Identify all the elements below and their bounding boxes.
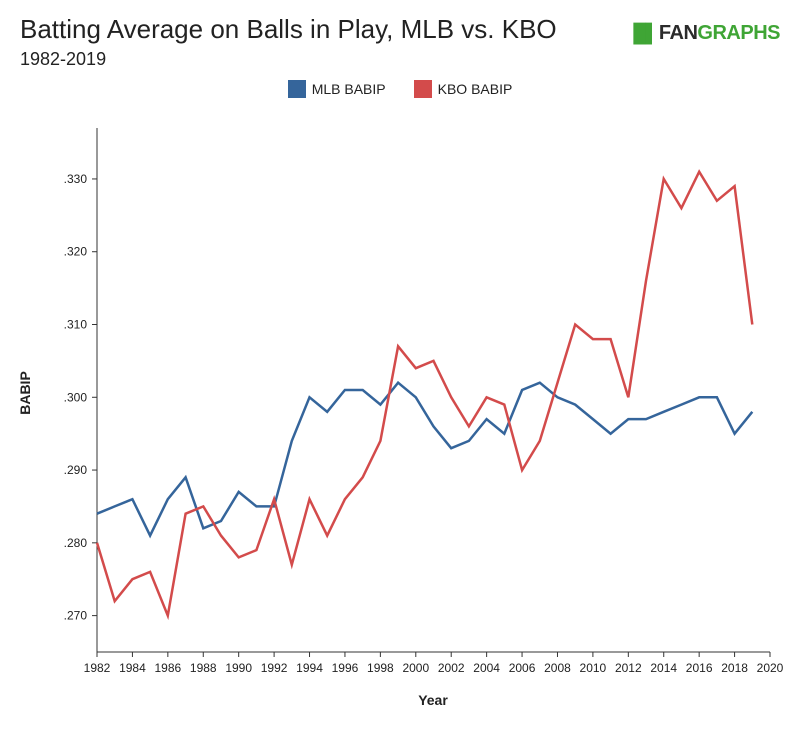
series-line-mlb (96, 380, 754, 539)
y-tick-label: .330 (64, 172, 88, 186)
series-layer (95, 169, 754, 621)
legend-label-kbo: KBO BABIP (437, 81, 513, 97)
x-tick-label: 2016 (686, 661, 713, 675)
x-tick-label: 1984 (119, 661, 146, 675)
x-tick-label: 2018 (721, 661, 748, 675)
x-tick-label: 2002 (438, 661, 465, 675)
x-tick-label: 2012 (615, 661, 642, 675)
x-tick-label: 2020 (757, 661, 784, 675)
x-tick-label: 2008 (544, 661, 571, 675)
x-tick-label: 2010 (580, 661, 607, 675)
x-tick-label: 1994 (296, 661, 323, 675)
chart-subtitle: 1982-2019 (20, 49, 107, 69)
brand-fan-text: FAN (658, 22, 698, 44)
fangraphs-logo: █▌ FAN GRAPHS (633, 22, 780, 45)
x-axis-title: Year (418, 692, 448, 708)
x-tick-label: 1998 (367, 661, 394, 675)
series-line-kbo (95, 169, 754, 621)
y-tick-label: .300 (64, 390, 88, 404)
y-tick-label: .290 (64, 463, 88, 477)
y-axis-title: BABIP (17, 371, 33, 415)
legend-item-kbo: KBO BABIP (413, 80, 513, 98)
y-tick-label: .270 (64, 609, 88, 623)
legend-item-mlb: MLB BABIP (287, 80, 386, 98)
x-tick-label: 1992 (261, 661, 288, 675)
y-tick-label: .310 (64, 318, 88, 332)
x-tick-label: 2006 (509, 661, 536, 675)
x-tick-label: 1986 (154, 661, 181, 675)
chart-legend: MLB BABIP KBO BABIP (0, 80, 800, 98)
x-tick-label: 2000 (402, 661, 429, 675)
y-tick-label: .280 (64, 536, 88, 550)
legend-swatch-kbo (413, 80, 432, 98)
chart-title: Batting Average on Balls in Play, MLB vs… (20, 14, 557, 44)
x-tick-label: 1988 (190, 661, 217, 675)
legend-swatch-mlb (287, 80, 306, 98)
x-tick-label: 1996 (332, 661, 359, 675)
x-tick-label: 1990 (225, 661, 252, 675)
brand-graphs-text: GRAPHS (697, 22, 780, 44)
legend-label-mlb: MLB BABIP (311, 81, 386, 97)
x-tick-label: 2004 (473, 661, 500, 675)
chart-axes: 1982 1984 1986 1988 1990 1992 1994 1996 1998 2000… (64, 128, 784, 675)
x-tick-label: 1982 (84, 661, 111, 675)
bat-icon: █▌ (633, 23, 658, 43)
x-tick-label: 2014 (650, 661, 677, 675)
y-tick-label: .320 (64, 245, 88, 259)
